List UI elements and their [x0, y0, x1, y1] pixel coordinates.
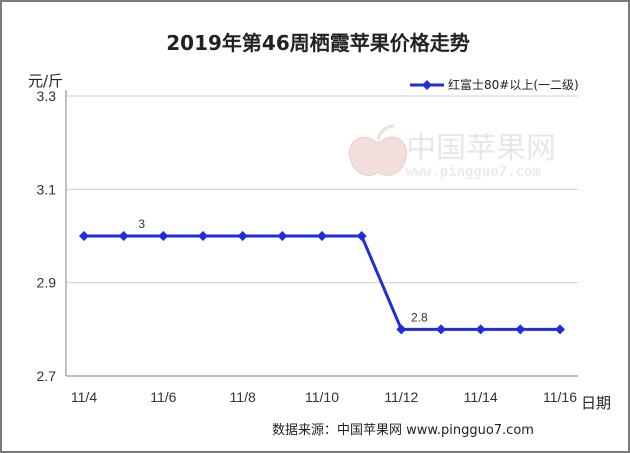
data-point — [317, 231, 327, 241]
data-point — [277, 231, 288, 241]
legend-marker — [422, 80, 432, 90]
apple-body — [348, 136, 408, 176]
data-point — [118, 231, 129, 241]
data-point — [356, 231, 367, 241]
gridlines — [66, 95, 578, 284]
apple-logo-icon — [348, 124, 408, 176]
y-tick-label: 2.7 — [37, 368, 57, 384]
apple-stem — [376, 124, 395, 141]
data-label: 2.8 — [411, 310, 428, 324]
data-point — [79, 231, 89, 241]
data-point — [237, 231, 248, 241]
x-tick-label: 11/6 — [150, 389, 176, 405]
legend-label: 红富士80#以上(一二级) — [448, 77, 579, 92]
y-axis-unit: 元/斤 — [28, 72, 63, 90]
y-tick-label: 3.1 — [37, 181, 57, 197]
x-axis-label: 日期 — [581, 394, 611, 412]
x-tick-label: 11/16 — [543, 389, 577, 405]
data-label: 3 — [138, 217, 145, 231]
data-point — [158, 231, 169, 241]
y-tick-label: 2.9 — [37, 275, 57, 291]
data-point — [436, 324, 446, 335]
y-tick-labels: 3.3 3.1 2.9 2.7 — [37, 88, 57, 384]
x-tick-label: 11/12 — [384, 389, 418, 405]
data-point — [555, 324, 565, 335]
x-tick-label: 11/14 — [464, 389, 498, 405]
source-credit: 数据来源：中国苹果网 www.pingguo7.com — [272, 423, 534, 438]
y-tick-label: 3.3 — [37, 88, 57, 104]
series-line: 32.8 — [79, 217, 565, 335]
data-point — [198, 231, 208, 241]
x-tick-label: 11/10 — [305, 389, 339, 405]
data-point — [475, 324, 486, 335]
chart-title: 2019年第46周栖霞苹果价格走势 — [166, 31, 470, 55]
x-tick-label: 11/4 — [71, 389, 97, 405]
x-tick-label: 11/8 — [230, 389, 256, 405]
x-tick-labels: 11/4 11/6 11/8 11/10 11/12 11/14 11/16 — [71, 389, 577, 405]
axes — [65, 90, 578, 377]
legend: 红富士80#以上(一二级) — [410, 77, 579, 92]
data-point — [515, 324, 526, 335]
watermark-url: www.pingguo7.com — [406, 164, 541, 180]
data-point — [396, 324, 407, 335]
watermark-name: 中国苹果网 — [406, 131, 556, 166]
